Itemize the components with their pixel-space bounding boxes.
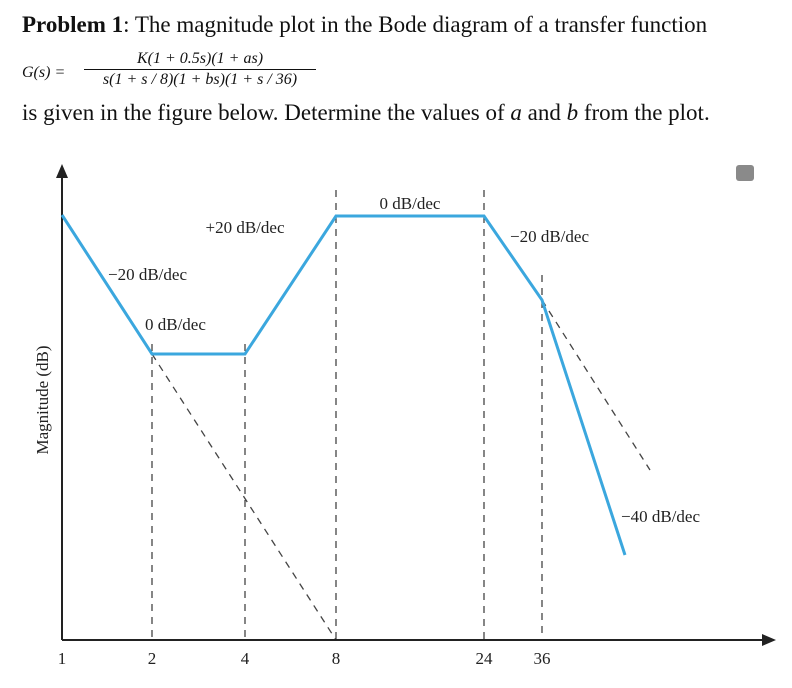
slope-label: +20 dB/dec xyxy=(206,218,285,237)
equation-lhs: G(s) = xyxy=(22,64,66,81)
y-arrow xyxy=(56,164,68,178)
x-arrow xyxy=(762,634,776,646)
magnitude-curve xyxy=(60,214,627,556)
problem-heading: Problem 1: The magnitude plot in the Bod… xyxy=(22,12,707,38)
slope-label: −20 dB/dec xyxy=(510,227,589,246)
slope-label: 0 dB/dec xyxy=(145,315,206,334)
numerator: K(1 + 0.5s)(1 + as) xyxy=(84,50,316,70)
x-tick-label: 8 xyxy=(332,649,341,668)
icon xyxy=(736,165,754,181)
y-axis-label: Magnitude (dB) xyxy=(33,345,52,454)
x-tick-label: 24 xyxy=(476,649,494,668)
variable: a xyxy=(510,100,522,125)
extension-line xyxy=(541,299,651,471)
extension-line xyxy=(151,353,337,641)
x-tick-label: 36 xyxy=(534,649,551,668)
x-tick-label: 1 xyxy=(58,649,67,668)
slope-label: −40 dB/dec xyxy=(621,507,700,526)
x-tick-label: 4 xyxy=(241,649,250,668)
question-text: is given in the figure below. Determine … xyxy=(22,100,511,125)
question: is given in the figure below. Determine … xyxy=(22,100,710,126)
question-text: and xyxy=(521,100,567,125)
variable: b xyxy=(566,100,579,125)
slope-label: −20 dB/dec xyxy=(108,265,187,284)
problem-label: Problem 1 xyxy=(22,12,124,37)
denominator: s(1 + s / 8)(1 + bs)(1 + s / 36) xyxy=(102,71,298,88)
problem-text: : The magnitude plot in the Bode diagram… xyxy=(123,12,708,37)
question-text: from the plot. xyxy=(578,100,710,125)
fraction: K(1 + 0.5s)(1 + as) s(1 + s / 8)(1 + bs)… xyxy=(84,50,316,89)
x-tick-label: 2 xyxy=(148,649,157,668)
guide-lines xyxy=(151,190,651,641)
slope-label: 0 dB/dec xyxy=(380,194,441,213)
